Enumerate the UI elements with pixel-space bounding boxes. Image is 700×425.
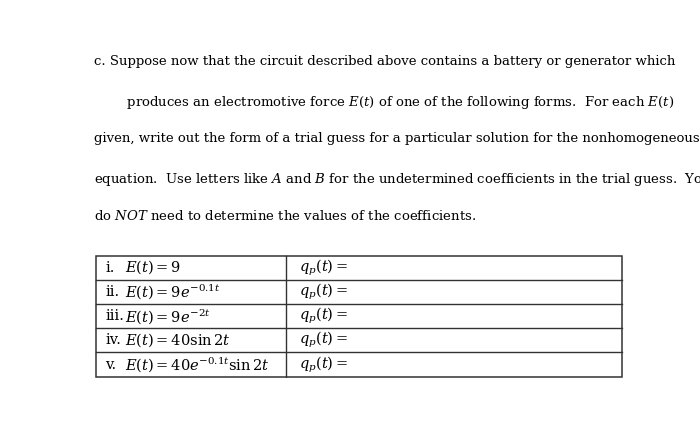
Text: $q_p(t)=$: $q_p(t)=$ — [299, 330, 348, 351]
Text: $E(t)=9e^{-2t}$: $E(t)=9e^{-2t}$ — [125, 306, 211, 326]
Text: $q_p(t)=$: $q_p(t)=$ — [299, 258, 348, 278]
Text: $E(t)=40e^{-0.1t}\sin 2t$: $E(t)=40e^{-0.1t}\sin 2t$ — [125, 355, 270, 374]
Text: $q_p(t)=$: $q_p(t)=$ — [299, 282, 348, 302]
Text: v.: v. — [106, 357, 116, 371]
Text: given, write out the form of a trial guess for a particular solution for the non: given, write out the form of a trial gue… — [94, 132, 699, 145]
Text: produces an electromotive force $E(t)$ of one of the following forms.  For each : produces an electromotive force $E(t)$ o… — [113, 94, 673, 110]
Text: do $\mathit{NOT}$ need to determine the values of the coefficients.: do $\mathit{NOT}$ need to determine the … — [94, 210, 476, 224]
Text: iii.: iii. — [106, 309, 125, 323]
Text: $q_p(t)=$: $q_p(t)=$ — [299, 354, 348, 375]
Text: iv.: iv. — [106, 333, 121, 347]
Text: i.: i. — [106, 261, 115, 275]
Text: c. Suppose now that the circuit described above contains a battery or generator : c. Suppose now that the circuit describe… — [94, 55, 676, 68]
Text: $E(t)=40\sin 2t$: $E(t)=40\sin 2t$ — [125, 332, 231, 349]
Text: ii.: ii. — [106, 285, 120, 299]
Text: $E(t)=9e^{-0.1t}$: $E(t)=9e^{-0.1t}$ — [125, 282, 221, 301]
Text: $q_p(t)=$: $q_p(t)=$ — [299, 306, 348, 326]
Bar — [96, 255, 622, 377]
Text: equation.  Use letters like $A$ and $B$ for the undetermined coefficients in the: equation. Use letters like $A$ and $B$ f… — [94, 171, 700, 188]
Text: $E(t)=9$: $E(t)=9$ — [125, 259, 182, 277]
